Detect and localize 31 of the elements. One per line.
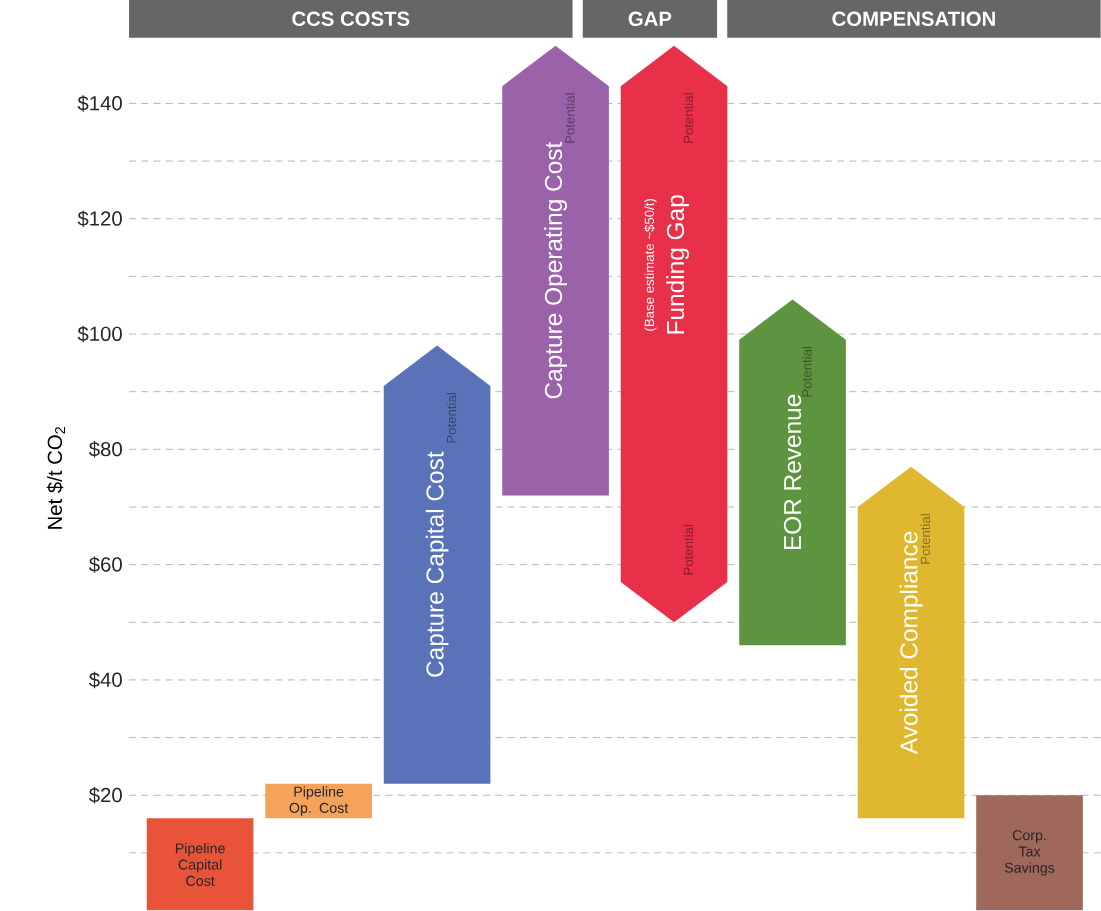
text: GAP [628, 11, 672, 27]
y-tick-label: $20 [88, 787, 122, 804]
y-tick-label: $100 [77, 326, 122, 343]
bar [857, 466, 965, 819]
annotation: Potential [683, 93, 694, 144]
annotation: Potential [446, 393, 457, 443]
x-tick-label: EOR Revenue [783, 395, 802, 550]
bar [383, 345, 491, 784]
y-tick-label: $40 [88, 671, 122, 689]
bar [502, 46, 609, 496]
bar [739, 299, 846, 646]
y-tick-label: $120 [77, 210, 122, 228]
x-tick-label: Funding Gap [666, 195, 689, 334]
y-axis-title: Net $/t CO$_{2}$ [46, 427, 66, 529]
x-tick-label: Pipeline Capital Cost [175, 843, 225, 887]
y-tick-label: $60 [88, 556, 122, 574]
text: COMPENSATION [832, 11, 995, 27]
bar [265, 783, 372, 819]
x-tick-label: Capture Capital Cost [425, 451, 449, 677]
text: CCS COSTS [292, 11, 410, 27]
annotation: Potential [564, 93, 575, 144]
bar [146, 818, 254, 911]
x-tick-label: Corp. Tax Savings [1004, 830, 1055, 876]
annotation: Potential [801, 347, 812, 397]
y-tick-label: $140 [77, 95, 122, 112]
annotation: (Base estimate ~$50/t) [644, 199, 657, 331]
x-tick-label: Capture Operating Cost [544, 142, 567, 399]
bar [976, 795, 1083, 911]
annotation: Potential [683, 525, 694, 575]
y-tick-label: $80 [88, 441, 122, 458]
x-tick-label: Pipeline Op. Cost [289, 786, 349, 816]
